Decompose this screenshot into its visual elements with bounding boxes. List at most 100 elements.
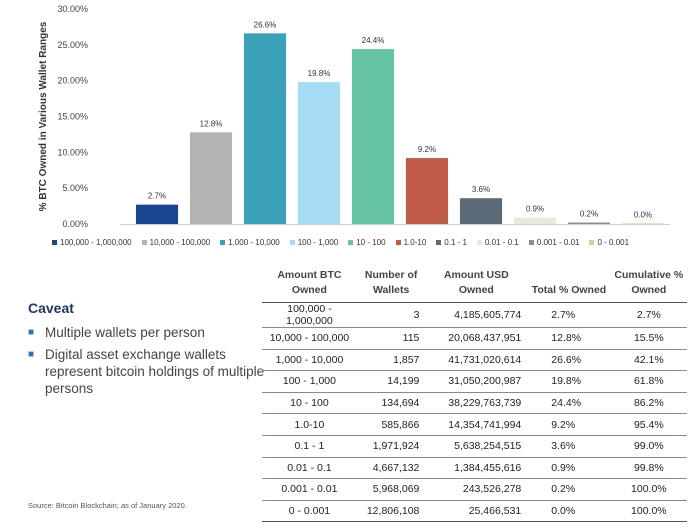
wallets-cell: 134,694 xyxy=(356,392,426,415)
legend-swatch xyxy=(476,239,482,245)
amount-usd-cell: 31,050,200,987 xyxy=(425,370,528,393)
amount-usd-cell: 41,731,020,614 xyxy=(425,349,528,372)
wallets-cell: 14,199 xyxy=(356,370,426,393)
wallets-cell: 115 xyxy=(356,327,426,350)
bar-chart: % BTC Owned in Various Wallet Ranges 0.00… xyxy=(38,4,670,229)
legend-item: 100 - 1,000 xyxy=(289,235,338,249)
chart-legend: 100,000 - 1,000,000 10,000 - 100,000 1,000… xyxy=(52,235,697,249)
amount-btc-cell: 1,000 - 10,000 xyxy=(262,349,357,372)
legend-swatch xyxy=(528,239,534,245)
y-tick-label: 20.00% xyxy=(57,76,88,86)
table-row: 100,000 - 1,000,000 3 4,185,605,774 2.7% 2.7… xyxy=(262,302,687,328)
header-amount-usd: Amount USD Owned xyxy=(425,266,528,303)
caveat-title: Caveat xyxy=(28,300,74,316)
bar-data-label: 0.9% xyxy=(526,205,544,214)
legend-label: 100,000 - 1,000,000 xyxy=(60,237,132,247)
amount-usd-cell: 4,185,605,774 xyxy=(425,302,528,328)
source-note: Source: Bitcoin Blockchain; as of Januar… xyxy=(28,501,187,510)
wallets-cell: 12,806,108 xyxy=(356,500,426,523)
amount-btc-cell: 10 - 100 xyxy=(262,392,357,415)
total-pct-cell: 3.6% xyxy=(527,435,611,458)
table-row: 1,000 - 10,000 1,857 41,731,020,614 26.6% 42… xyxy=(262,349,687,372)
header-cumulative-pct: Cumulative % Owned xyxy=(610,266,687,303)
wallets-cell: 5,968,069 xyxy=(356,478,426,501)
bar-data-label: 0.0% xyxy=(634,210,652,219)
amount-btc-cell: 10,000 - 100,000 xyxy=(262,327,357,350)
bar-data-label: 26.6% xyxy=(254,20,277,29)
legend-label: 1,000 - 10,000 xyxy=(228,237,280,247)
legend-item: 0.001 - 0.01 xyxy=(528,235,579,249)
total-pct-cell: 26.6% xyxy=(527,349,611,372)
cumulative-pct-cell: 42.1% xyxy=(610,349,687,372)
legend-label: 0 - 0.001 xyxy=(597,237,630,247)
wallet-distribution-table: Amount BTC Owned Number of Wallets Amoun… xyxy=(262,266,687,523)
bar-data-label: 19.8% xyxy=(308,69,331,78)
table-row: 0.001 - 0.01 5,968,069 243,526,278 0.2% 100.… xyxy=(262,478,687,501)
bar-3 xyxy=(243,33,287,224)
cumulative-pct-cell: 86.2% xyxy=(610,392,687,415)
amount-usd-cell: 5,638,254,515 xyxy=(425,435,528,458)
legend-swatch xyxy=(348,239,354,245)
legend-swatch xyxy=(220,239,226,245)
wallets-cell: 1,857 xyxy=(356,349,426,372)
table-row: 10 - 100 134,694 38,229,763,739 24.4% 86.2% xyxy=(262,392,687,415)
legend-swatch xyxy=(589,239,595,245)
caveat-section: Caveat ■ Multiple wallets per person ■ Dig… xyxy=(28,300,268,402)
amount-btc-cell: 0.001 - 0.01 xyxy=(262,478,357,501)
legend-item: 0.1 - 1 xyxy=(436,235,467,249)
table-row: 0.01 - 0.1 4,667,132 1,384,455,616 0.9% 99.8… xyxy=(262,457,687,480)
wallets-cell: 1,971,924 xyxy=(356,435,426,458)
legend-item: 10 - 100 xyxy=(348,235,386,249)
y-tick-label: 25.00% xyxy=(57,40,88,50)
legend-label: 0.1 - 1 xyxy=(444,237,467,247)
total-pct-cell: 12.8% xyxy=(527,327,611,350)
legend-swatch xyxy=(395,239,401,245)
bar-data-label: 3.6% xyxy=(472,185,490,194)
y-axis-label: % BTC Owned in Various Wallet Ranges xyxy=(38,21,49,211)
table-row: 100 - 1,000 14,199 31,050,200,987 19.8% 61.8… xyxy=(262,370,687,393)
amount-btc-cell: 0.1 - 1 xyxy=(262,435,357,458)
header-total-pct: Total % Owned xyxy=(527,266,611,303)
legend-label: 10 - 100 xyxy=(356,237,386,247)
legend-label: 10,000 - 100,000 xyxy=(149,237,211,247)
y-tick-label: 0.00% xyxy=(62,219,88,229)
amount-usd-cell: 20,068,437,951 xyxy=(425,327,528,350)
bar-1 xyxy=(135,204,179,224)
legend-swatch xyxy=(289,239,295,245)
legend-swatch xyxy=(52,239,57,245)
amount-btc-cell: 100 - 1,000 xyxy=(262,370,357,393)
amount-btc-cell: 0 - 0.001 xyxy=(262,500,357,523)
header-number-of-wallets: Number of Wallets xyxy=(356,266,426,303)
bar-10 xyxy=(621,223,665,224)
bar-7 xyxy=(459,198,503,224)
legend-item: 1,000 - 10,000 xyxy=(220,235,280,249)
cumulative-pct-cell: 99.8% xyxy=(610,457,687,480)
legend-swatch xyxy=(141,239,147,245)
table-row: 1.0-10 585,866 14,354,741,994 9.2% 95.4% xyxy=(262,413,687,436)
legend-item: 100,000 - 1,000,000 xyxy=(52,235,132,249)
bar-2 xyxy=(189,132,233,224)
total-pct-cell: 0.0% xyxy=(527,500,611,523)
table-row: 0.1 - 1 1,971,924 5,638,254,515 3.6% 99.0% xyxy=(262,435,687,458)
y-tick-label: 30.00% xyxy=(57,4,88,14)
cumulative-pct-cell: 2.7% xyxy=(610,302,687,328)
bar-data-label: 0.2% xyxy=(580,210,598,219)
bullet-icon: ■ xyxy=(28,327,35,338)
amount-btc-cell: 100,000 - 1,000,000 xyxy=(262,302,357,328)
amount-usd-cell: 1,384,455,616 xyxy=(425,457,528,480)
y-tick-label: 5.00% xyxy=(62,183,88,193)
bar-8 xyxy=(513,217,557,224)
caveat-item: ■ Digital asset exchange wallets represen… xyxy=(28,346,268,397)
y-tick-label: 15.00% xyxy=(57,112,88,122)
amount-btc-cell: 1.0-10 xyxy=(262,413,357,436)
bar-4 xyxy=(297,82,341,224)
total-pct-cell: 9.2% xyxy=(527,413,611,436)
cumulative-pct-cell: 100.0% xyxy=(610,500,687,523)
bar-9 xyxy=(567,222,611,224)
cumulative-pct-cell: 15.5% xyxy=(610,327,687,350)
cumulative-pct-cell: 61.8% xyxy=(610,370,687,393)
total-pct-cell: 19.8% xyxy=(527,370,611,393)
y-tick-label: 10.00% xyxy=(57,147,88,157)
bar-5 xyxy=(351,49,395,225)
wallets-cell: 3 xyxy=(356,302,426,328)
